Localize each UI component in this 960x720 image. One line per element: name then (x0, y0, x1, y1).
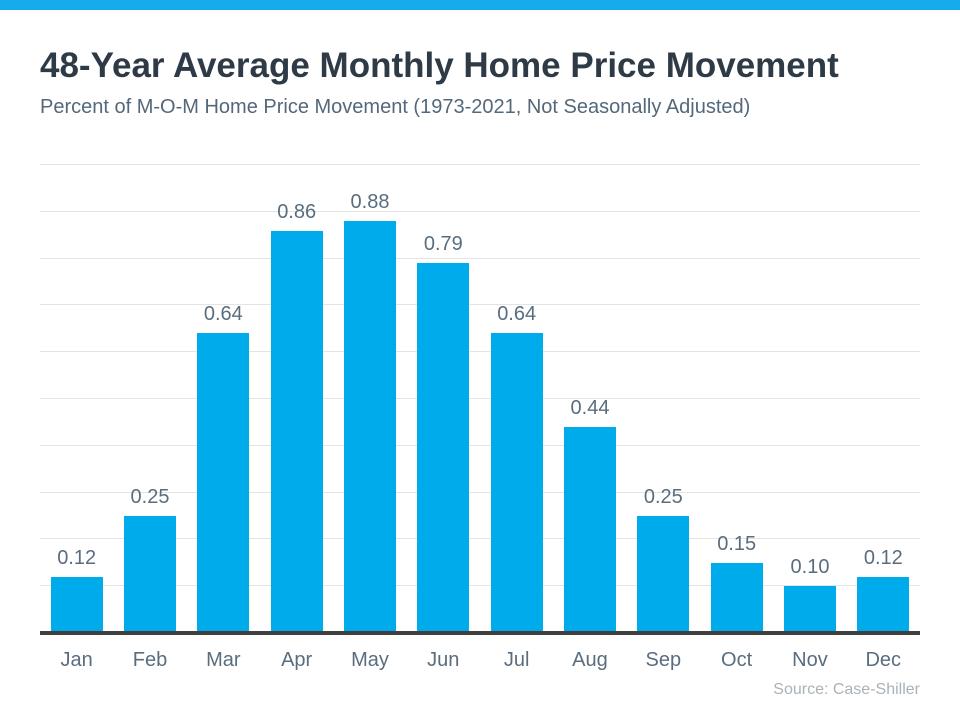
source-credit: Source: Case-Shiller (773, 681, 920, 698)
bar-value-label: 0.25 (130, 486, 170, 508)
month-label-nov: Nov (792, 649, 828, 671)
gridline (40, 585, 920, 587)
bar-nov (784, 586, 836, 633)
bar-value-label: 0.25 (643, 486, 683, 508)
month-label-mar: Mar (206, 649, 241, 671)
month-label-dec: Dec (865, 649, 902, 671)
bar-mar (197, 333, 250, 633)
bar-value-label: 0.64 (203, 303, 243, 326)
bar-apr (270, 230, 323, 633)
gridline (40, 164, 920, 165)
chart-subtitle: Percent of M-O-M Home Price Movement (19… (40, 96, 751, 118)
bar-jun (417, 263, 470, 633)
chart-title: 48-Year Average Monthly Home Price Movem… (40, 46, 839, 85)
gridline (40, 304, 920, 306)
bar-sep (637, 516, 690, 633)
x-axis-tick-labels: Jan Feb Mar Apr May Jun Jul Aug Sep Oct Nov Dec (40, 648, 920, 672)
bar-feb (124, 516, 176, 633)
bar-value-label: 0.10 (790, 556, 830, 579)
bar-value-label: 0.79 (423, 233, 463, 256)
month-label-jun: Jun (427, 649, 460, 671)
bar-value-label: 0.15 (717, 532, 757, 555)
gridline (40, 351, 920, 353)
bar-aug (564, 427, 616, 633)
bar-dec (857, 576, 910, 633)
bar-value-label: 0.88 (350, 191, 390, 214)
bar-jan (50, 576, 103, 633)
gridline (40, 398, 920, 399)
bar-chart-plot-area: 0.12 0.25 0.64 0.86 0.88 0.79 0.64 0.44 0.25 0.15… (40, 164, 920, 633)
month-label-oct: Oct (721, 649, 753, 671)
bar-oct (710, 562, 763, 633)
month-label-may: May (351, 649, 389, 671)
gridline (40, 257, 920, 259)
month-label-jan: Jan (60, 649, 93, 671)
gridline (40, 538, 920, 540)
x-axis-line (40, 631, 920, 635)
bar-value-label: 0.44 (570, 397, 610, 420)
month-label-jul: Jul (503, 649, 530, 671)
month-label-aug: Aug (572, 649, 608, 671)
month-label-apr: Apr (281, 649, 313, 671)
bar-value-label: 0.12 (863, 546, 903, 569)
gridline (40, 491, 920, 493)
brand-accent-bar (0, 0, 960, 10)
bar-jul (490, 333, 543, 633)
month-label-sep: Sep (645, 649, 682, 671)
gridline (40, 210, 920, 212)
bar-value-label: 0.12 (57, 546, 97, 569)
bar-value-label: 0.64 (497, 303, 537, 326)
month-label-feb: Feb (132, 649, 168, 671)
bar-may (344, 221, 396, 633)
gridline (40, 444, 920, 446)
bar-value-label: 0.86 (277, 200, 317, 223)
